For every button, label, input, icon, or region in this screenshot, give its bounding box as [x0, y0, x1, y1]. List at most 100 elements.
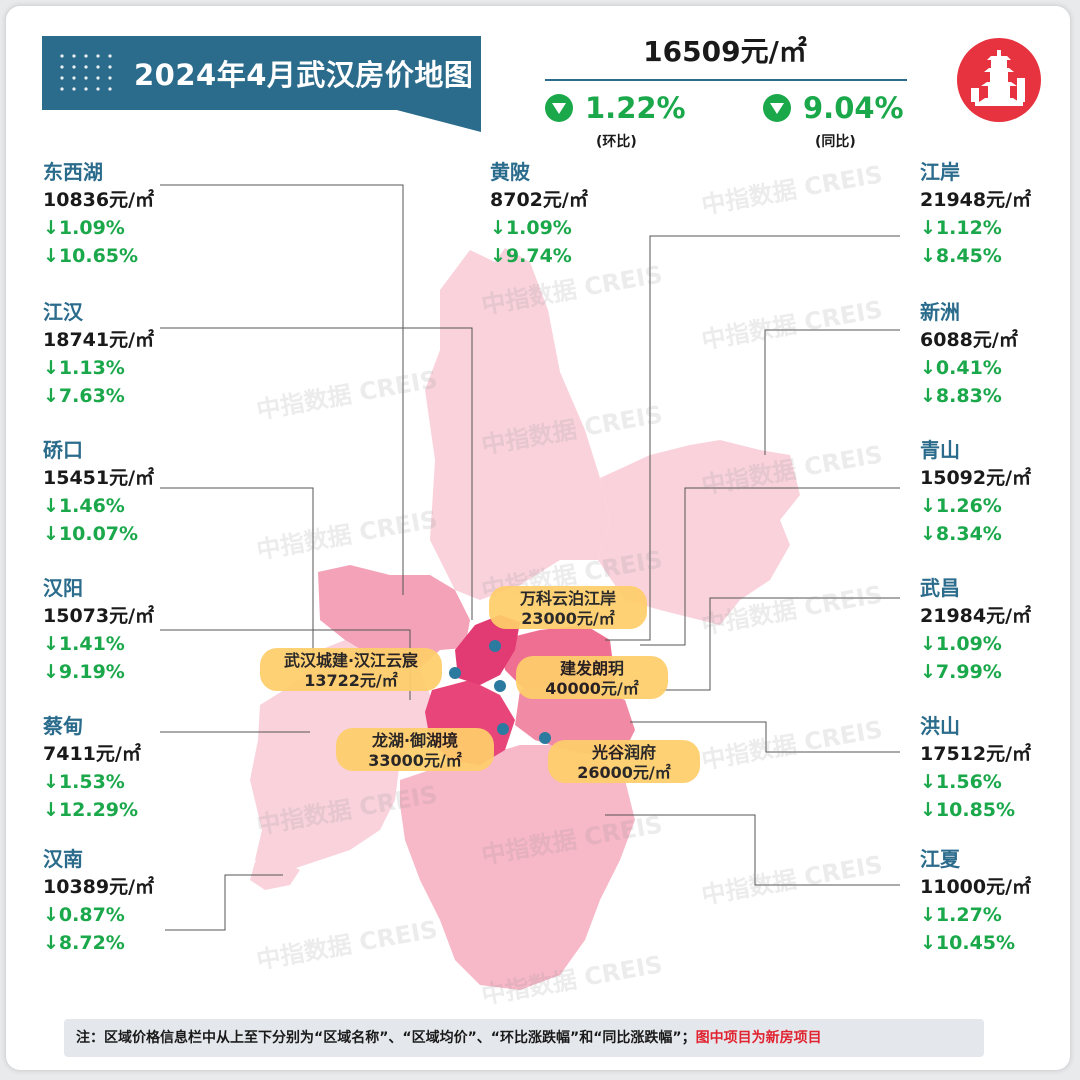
- district-yoy: ↓12.29%: [43, 799, 139, 821]
- district-mom: ↓1.26%: [920, 495, 1002, 517]
- region-xinzhou: [598, 440, 800, 625]
- district-price: 8702元/㎡: [490, 189, 588, 211]
- district-mom: ↓1.12%: [920, 217, 1002, 239]
- project-price: 13722元/㎡: [304, 671, 398, 690]
- district-price: 15073元/㎡: [43, 605, 155, 627]
- district-caidian: 蔡甸 7411元/㎡ ↓1.53% ↓12.29%: [43, 712, 213, 824]
- project-dot: [497, 723, 509, 735]
- district-yoy: ↓9.19%: [43, 661, 125, 683]
- district-price: 21948元/㎡: [920, 189, 1032, 211]
- district-mom: ↓0.41%: [920, 357, 1002, 379]
- project-price: 26000元/㎡: [577, 763, 671, 782]
- district-yoy: ↓7.99%: [920, 661, 1002, 683]
- district-price: 17512元/㎡: [920, 743, 1032, 765]
- mom-label: (环比): [596, 134, 637, 150]
- district-jiangxia: 江夏 11000元/㎡ ↓1.27% ↓10.45%: [920, 845, 1070, 957]
- district-mom: ↓1.53%: [43, 771, 125, 793]
- project-name: 龙湖·御湖境: [371, 731, 459, 750]
- down-arrow-icon: [545, 94, 573, 122]
- district-name: 黄陂: [490, 160, 530, 184]
- district-jianghan: 江汉 18741元/㎡ ↓1.13% ↓7.63%: [43, 298, 213, 410]
- yellow-crane-tower-logo: [957, 38, 1041, 122]
- yoy-value: 9.04%: [803, 91, 904, 125]
- mom-value: 1.22%: [585, 91, 686, 125]
- district-mom: ↓1.46%: [43, 495, 125, 517]
- district-name: 蔡甸: [43, 714, 83, 738]
- district-mom: ↓1.13%: [43, 357, 125, 379]
- project-price: 33000元/㎡: [368, 751, 462, 770]
- project-price: 40000元/㎡: [545, 679, 639, 698]
- district-name: 洪山: [920, 714, 960, 738]
- district-name: 汉阳: [43, 576, 83, 600]
- district-name: 青山: [920, 438, 960, 462]
- district-price: 15451元/㎡: [43, 467, 155, 489]
- district-xinzhou: 新洲 6088元/㎡ ↓0.41% ↓8.83%: [920, 298, 1070, 410]
- district-yoy: ↓10.07%: [43, 523, 139, 545]
- project-dot: [489, 640, 501, 652]
- project-dot: [539, 732, 551, 744]
- project-label: 武汉城建·汉江云宸 13722元/㎡: [260, 648, 442, 691]
- district-dongxihu: 东西湖 10836元/㎡ ↓1.09% ↓10.65%: [43, 158, 213, 270]
- district-qiaokou: 硚口 15451元/㎡ ↓1.46% ↓10.07%: [43, 436, 213, 548]
- project-label: 万科云泊江岸 23000元/㎡: [489, 586, 647, 629]
- district-yoy: ↓8.45%: [920, 245, 1002, 267]
- leader-line: [605, 814, 900, 886]
- district-price: 15092元/㎡: [920, 467, 1032, 489]
- yoy-stat: 9.04%: [763, 90, 904, 126]
- divider: [545, 79, 907, 81]
- leader-line: [165, 874, 283, 931]
- district-name: 新洲: [920, 300, 960, 324]
- leader-line: [764, 329, 900, 455]
- project-dot: [449, 667, 461, 679]
- leader-line: [640, 487, 900, 646]
- down-arrow-icon: [763, 94, 791, 122]
- district-yoy: ↓10.65%: [43, 245, 139, 267]
- district-qingshan: 青山 15092元/㎡ ↓1.26% ↓8.34%: [920, 436, 1070, 548]
- district-price: 21984元/㎡: [920, 605, 1032, 627]
- district-mom: ↓1.09%: [490, 217, 572, 239]
- district-hannan: 汉南 10389元/㎡ ↓0.87% ↓8.72%: [43, 845, 213, 957]
- district-mom: ↓1.56%: [920, 771, 1002, 793]
- project-label: 龙湖·御湖境 33000元/㎡: [336, 728, 494, 771]
- mom-stat: 1.22%: [545, 90, 686, 126]
- district-name: 东西湖: [43, 160, 103, 184]
- project-name: 光谷润府: [591, 743, 656, 762]
- tower-icon: [971, 50, 1025, 106]
- footnote: 注：区域价格信息栏中从上至下分别为“区域名称”、“区域均价”、“环比涨跌幅”和“…: [64, 1019, 984, 1057]
- leader-line: [605, 235, 900, 641]
- district-mom: ↓1.09%: [43, 217, 125, 239]
- district-yoy: ↓8.72%: [43, 932, 125, 954]
- region-jiangxia: [400, 745, 635, 990]
- leader-line: [160, 184, 404, 595]
- district-name: 江汉: [43, 300, 83, 324]
- district-yoy: ↓8.83%: [920, 385, 1002, 407]
- district-name: 江夏: [920, 847, 960, 871]
- title-banner: [42, 36, 481, 110]
- district-mom: ↓1.27%: [920, 904, 1002, 926]
- leader-line: [630, 721, 900, 753]
- average-price: 16509元/㎡: [643, 35, 807, 68]
- district-price: 6088元/㎡: [920, 329, 1018, 351]
- project-price: 23000元/㎡: [521, 609, 615, 628]
- yoy-label: (同比): [815, 134, 856, 150]
- district-price: 7411元/㎡: [43, 743, 141, 765]
- district-huangpi: 黄陂 8702元/㎡ ↓1.09% ↓9.74%: [490, 158, 660, 270]
- footnote-text: 注：区域价格信息栏中从上至下分别为“区域名称”、“区域均价”、“环比涨跌幅”和“…: [76, 1030, 696, 1046]
- district-yoy: ↓7.63%: [43, 385, 125, 407]
- district-name: 汉南: [43, 847, 83, 871]
- leader-line: [160, 487, 314, 655]
- leader-line: [160, 327, 473, 620]
- project-name: 建发朗玥: [559, 659, 624, 678]
- project-label: 建发朗玥 40000元/㎡: [516, 656, 668, 699]
- project-dot: [494, 680, 506, 692]
- district-mom: ↓1.41%: [43, 633, 125, 655]
- district-price: 10389元/㎡: [43, 876, 155, 898]
- page-title: 2024年4月武汉房价地图: [134, 58, 474, 92]
- project-name: 武汉城建·汉江云宸: [283, 651, 419, 670]
- footnote-highlight: 图中项目为新房项目: [695, 1030, 822, 1046]
- district-jiang-an: 江岸 21948元/㎡ ↓1.12% ↓8.45%: [920, 158, 1070, 270]
- region-dongxihu: [318, 565, 470, 668]
- district-price: 18741元/㎡: [43, 329, 155, 351]
- district-yoy: ↓9.74%: [490, 245, 572, 267]
- district-yoy: ↓10.85%: [920, 799, 1016, 821]
